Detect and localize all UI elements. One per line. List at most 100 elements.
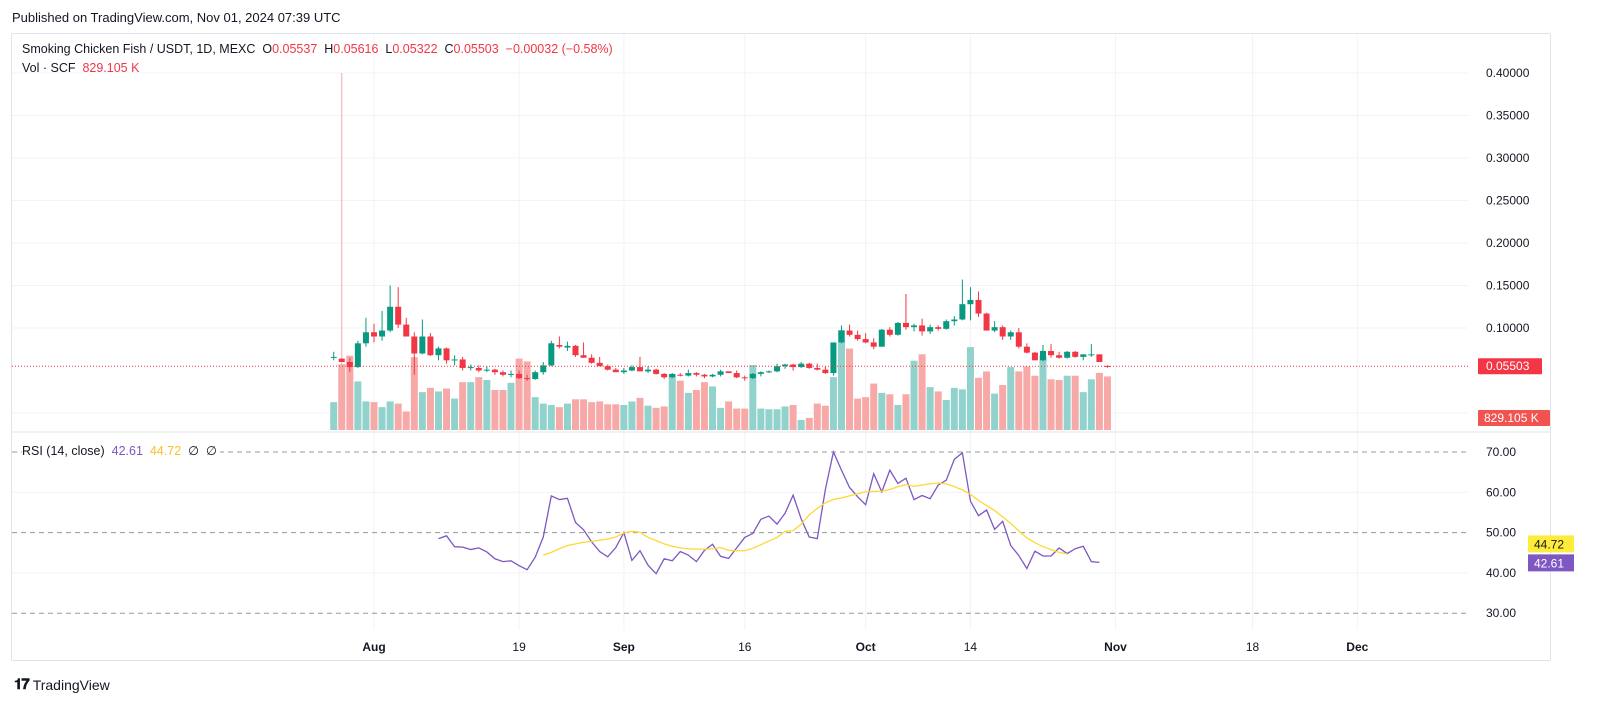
- volume-bar: [1007, 367, 1015, 430]
- volume-bar: [612, 404, 620, 430]
- price-tick-label: 0.30000: [1486, 151, 1530, 165]
- volume-bar: [434, 391, 442, 430]
- candle: [846, 324, 853, 337]
- candle-body: [709, 374, 716, 377]
- volume-bar: [966, 347, 974, 430]
- time-tick-label: Nov: [1104, 640, 1127, 654]
- volume-bar: [1095, 372, 1103, 430]
- volume-bar: [1079, 392, 1087, 430]
- volume-bar: [1103, 376, 1111, 430]
- candle-body: [725, 371, 732, 374]
- volume-bar: [870, 383, 878, 430]
- rsi-badge: [1528, 554, 1574, 572]
- chart-frame: [11, 33, 1551, 661]
- candle: [540, 362, 547, 375]
- candle-body: [564, 345, 571, 348]
- candle-body: [427, 336, 434, 356]
- candle: [1056, 351, 1063, 359]
- candle: [516, 370, 523, 379]
- rsi-tick-label: 40.00: [1486, 566, 1516, 580]
- candle: [362, 317, 369, 347]
- time-tick-label: Sep: [613, 640, 635, 654]
- candle-body: [870, 342, 877, 347]
- candle: [435, 346, 442, 361]
- volume-bar: [991, 393, 999, 430]
- candle: [798, 362, 805, 368]
- last-price-badge: [1478, 358, 1542, 375]
- volume-bar: [709, 386, 717, 430]
- candle: [983, 312, 990, 331]
- candle-body: [693, 373, 700, 375]
- candle: [1031, 351, 1038, 361]
- volume-bar: [717, 407, 725, 430]
- rsi-legend[interactable]: RSI (14, close) 42.61 44.72 ∅ ∅: [22, 443, 220, 458]
- candle: [1072, 350, 1079, 358]
- volume-bar: [797, 420, 805, 430]
- candle-body: [661, 373, 668, 378]
- volume-bar: [1023, 366, 1031, 430]
- volume-bar: [910, 360, 918, 430]
- candle: [862, 333, 869, 344]
- candle: [814, 363, 821, 371]
- candle-body: [379, 330, 386, 337]
- price-tick-label: 0.20000: [1486, 236, 1530, 250]
- candle: [604, 364, 611, 371]
- volume-bar: [781, 406, 789, 430]
- volume-bar: [563, 403, 571, 430]
- volume-bar: [676, 380, 684, 430]
- candle-body: [395, 306, 402, 325]
- candle: [411, 332, 418, 375]
- symbol-title[interactable]: Smoking Chicken Fish / USDT, 1D, MEXC: [22, 42, 256, 56]
- candle-body: [1039, 350, 1046, 361]
- candle: [338, 73, 345, 371]
- volume-bar: [854, 398, 862, 430]
- candle-body: [798, 363, 805, 368]
- candle: [403, 317, 410, 337]
- candle: [371, 323, 377, 343]
- candle-body: [911, 325, 918, 328]
- candle: [774, 363, 780, 373]
- volume-legend[interactable]: Vol · SCF 829.105 K: [22, 61, 139, 75]
- volume-bar: [475, 377, 483, 430]
- candle: [1064, 350, 1071, 359]
- price-tick-label: 0.25000: [1486, 194, 1530, 208]
- candle: [451, 355, 458, 366]
- volume-bar: [837, 330, 845, 430]
- candle-body: [419, 336, 426, 354]
- candle-body: [894, 322, 901, 335]
- candle: [943, 319, 950, 330]
- candle: [612, 367, 619, 373]
- last-volume-badge: [1478, 410, 1550, 426]
- volume-bar: [338, 364, 346, 430]
- candle-body: [499, 372, 506, 375]
- volume-bar: [330, 402, 338, 430]
- candle-body: [1064, 351, 1071, 358]
- price-tick-label: 0.40000: [1486, 66, 1530, 80]
- candle: [733, 370, 740, 379]
- volume-bar: [749, 365, 757, 430]
- candle-body: [862, 339, 869, 343]
- volume-bar: [725, 401, 733, 430]
- candle-body: [354, 343, 361, 368]
- candle-body: [371, 332, 377, 337]
- candle-body: [653, 369, 660, 374]
- candle: [1015, 328, 1022, 349]
- volume-bar: [483, 380, 491, 430]
- volume-bar: [402, 411, 410, 430]
- low-value: 0.05322: [392, 42, 438, 56]
- candle: [854, 330, 861, 341]
- volume-bar: [918, 354, 926, 430]
- candle-body: [636, 367, 643, 372]
- candle: [475, 365, 482, 373]
- time-axis: Aug19Sep16Oct14Nov18Dec1: [362, 640, 1368, 654]
- candle: [628, 365, 635, 372]
- rsi-pane: 70.00 60.00 50.00 40.00 30.00 44.72 42.61: [12, 445, 1574, 620]
- volume-bar: [942, 400, 950, 430]
- symbol-legend[interactable]: Smoking Chicken Fish / USDT, 1D, MEXC O0…: [22, 42, 613, 56]
- rsi-tick-label: 50.00: [1486, 526, 1516, 540]
- volume-bar: [1015, 371, 1023, 430]
- volume-bar: [531, 397, 539, 430]
- volume-bar: [934, 391, 942, 430]
- footer-branding[interactable]: 𝟏𝟕 TradingView: [14, 676, 110, 693]
